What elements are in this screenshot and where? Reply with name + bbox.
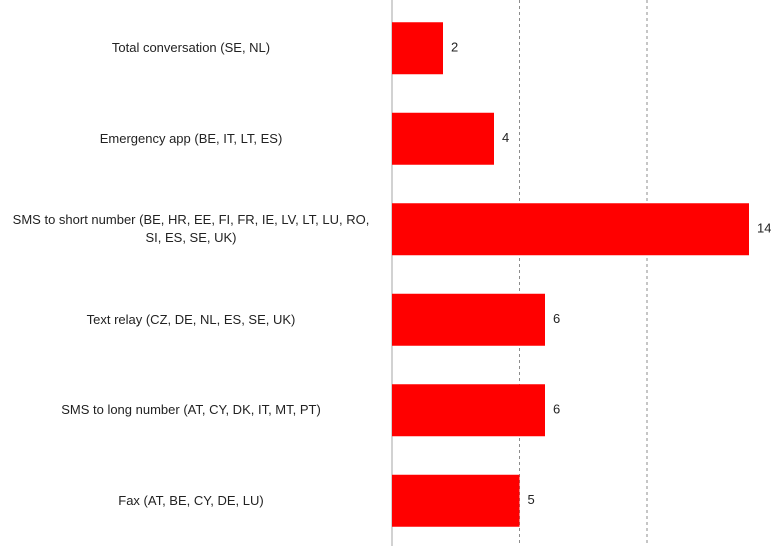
value-label: 14 (757, 221, 771, 236)
bar (392, 22, 443, 75)
category-label: Fax (AT, BE, CY, DE, LU) (118, 492, 264, 508)
category-label: Text relay (CZ, DE, NL, ES, SE, UK) (86, 311, 296, 327)
value-label: 5 (528, 492, 535, 507)
value-label: 6 (553, 402, 560, 417)
value-label: 4 (502, 130, 509, 145)
bar (392, 384, 545, 437)
category-label: SMS to long number (AT, CY, DK, IT, MT, … (61, 402, 321, 418)
category-label: Total conversation (SE, NL) (111, 40, 271, 56)
bar (392, 112, 494, 165)
bar (392, 474, 520, 527)
bar (392, 203, 749, 256)
category-label: SMS to short number (BE, HR, EE, FI, FR,… (12, 212, 370, 246)
value-label: 2 (451, 40, 458, 55)
value-label: 6 (553, 311, 560, 326)
bar (392, 293, 545, 346)
category-label: Emergency app (BE, IT, LT, ES) (99, 130, 283, 146)
